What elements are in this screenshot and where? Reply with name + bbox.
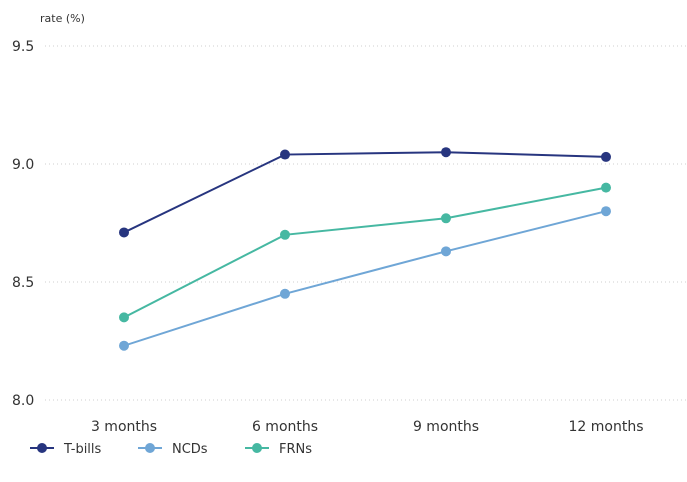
y-axis-label: rate (%) xyxy=(40,12,85,25)
legend: T-bills NCDs FRNs xyxy=(30,442,312,457)
legend-item-t-bills: T-bills xyxy=(30,442,102,457)
data-point-frns xyxy=(441,213,451,224)
x-tick-label: 9 months xyxy=(413,419,479,435)
y-tick-labels: 8.0 8.5 9.0 9.5 xyxy=(12,39,34,409)
legend-item-frns: FRNs xyxy=(245,442,312,457)
series-line-frns xyxy=(123,186,607,319)
data-point-t-bills xyxy=(280,149,290,160)
data-point-ncds xyxy=(601,206,611,217)
y-tick-label: 8.5 xyxy=(12,275,34,291)
y-tick-label: 9.0 xyxy=(12,157,34,173)
x-tick-label: 12 months xyxy=(569,419,644,435)
legend-swatch-marker xyxy=(252,443,262,453)
x-tick-labels: 3 months 6 months 9 months 12 months xyxy=(91,419,644,435)
data-point-t-bills xyxy=(119,227,129,238)
legend-swatch-marker xyxy=(37,443,47,453)
data-point-ncds xyxy=(280,288,290,299)
legend-item-ncds: NCDs xyxy=(138,442,208,457)
x-tick-label: 6 months xyxy=(252,419,318,435)
y-tick-label: 8.0 xyxy=(12,393,34,409)
legend-label: T-bills xyxy=(63,442,102,457)
series-line-ncds xyxy=(123,210,607,347)
data-point-frns xyxy=(280,229,290,240)
y-tick-label: 9.5 xyxy=(12,39,34,55)
data-point-frns xyxy=(601,182,611,193)
series-group xyxy=(119,147,611,351)
legend-label: FRNs xyxy=(279,442,312,457)
legend-label: NCDs xyxy=(172,442,208,457)
data-point-t-bills xyxy=(601,151,611,162)
legend-swatch-marker xyxy=(145,443,155,453)
data-point-ncds xyxy=(441,246,451,257)
data-point-t-bills xyxy=(441,147,451,158)
data-point-frns xyxy=(119,312,129,323)
data-point-ncds xyxy=(119,340,129,351)
series-line-t-bills xyxy=(123,151,607,234)
x-tick-label: 3 months xyxy=(91,419,157,435)
